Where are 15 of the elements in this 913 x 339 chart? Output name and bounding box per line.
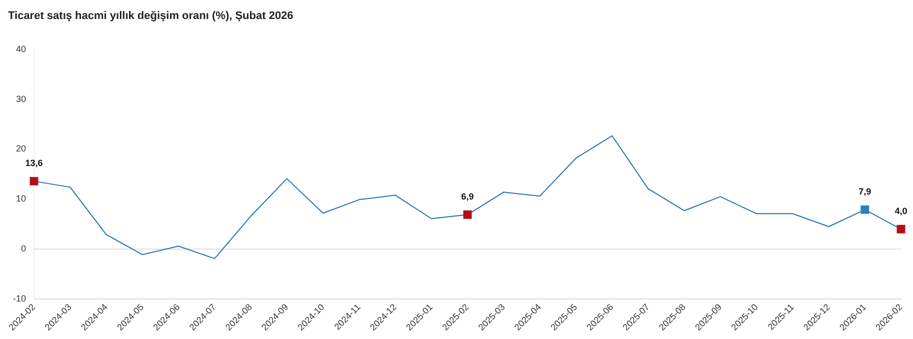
- y-tick-label: 30: [16, 94, 26, 104]
- y-tick-label: 10: [16, 194, 26, 204]
- data-label: 13,6: [25, 158, 43, 168]
- y-tick-label: 40: [16, 44, 26, 54]
- data-label: 4,0: [894, 206, 908, 216]
- y-tick-label: -10: [12, 293, 26, 304]
- y-tick-label: 20: [16, 144, 26, 154]
- y-tick-label: 0: [20, 244, 26, 254]
- point: [860, 205, 870, 214]
- data-label: 6,9: [461, 192, 474, 202]
- point: [463, 210, 472, 219]
- data-label: 7,9: [858, 186, 872, 197]
- point: [896, 224, 906, 234]
- point: [30, 176, 38, 186]
- chart-title: Ticaret satış hacmi yıllık değişim oranı (%), Şubat 2026: [8, 10, 294, 22]
